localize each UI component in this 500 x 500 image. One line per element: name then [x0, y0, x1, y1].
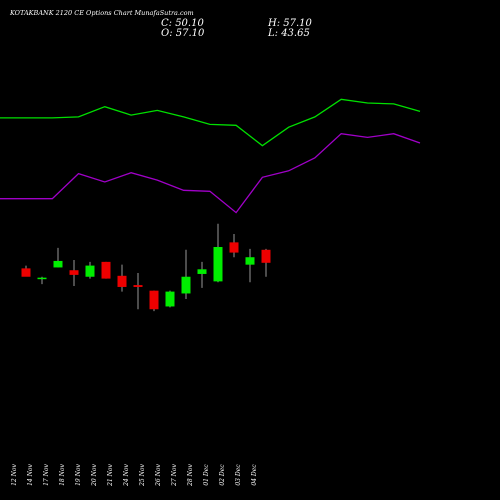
- moving-average-layer: [0, 98, 421, 214]
- candle-body: [165, 291, 175, 307]
- x-axis-ticks: 12 Nov 14 Nov 17 Nov 18 Nov 19 Nov 20 Nov 21 N…: [11, 463, 258, 486]
- candle-body: [197, 269, 207, 274]
- x-tick-label: 14 Nov: [27, 463, 34, 485]
- candle-body: [229, 242, 239, 253]
- ma-line-2: [0, 133, 421, 214]
- candle-body: [69, 270, 79, 275]
- candle: [213, 223, 223, 283]
- candle: [261, 248, 271, 277]
- x-tick-label: 25 Nov: [139, 463, 146, 486]
- candle: [197, 261, 207, 288]
- candle-body: [181, 276, 191, 294]
- x-tick-label: 28 Nov: [187, 463, 194, 486]
- candle-body: [101, 261, 111, 279]
- chart-title: KOTAKBANK 2120 CE Options Chart MunafaSu…: [10, 9, 194, 17]
- candle: [21, 265, 31, 277]
- x-tick-label: 24 Nov: [123, 463, 130, 486]
- candle-layer: [21, 223, 271, 312]
- x-tick-label: 27 Nov: [171, 463, 178, 486]
- x-tick-label: 12 Nov: [11, 463, 18, 485]
- candle: [69, 260, 79, 287]
- x-tick-label: 19 Nov: [75, 463, 82, 485]
- candle: [101, 261, 111, 279]
- candle-body: [245, 257, 255, 265]
- x-tick-label: 20 Nov: [91, 463, 98, 486]
- candle-body: [261, 249, 271, 263]
- candle-body: [149, 290, 159, 310]
- x-tick-label: 21 Nov: [107, 463, 114, 486]
- x-tick-label: 18 Nov: [59, 463, 66, 485]
- ma-line-1: [0, 98, 421, 147]
- candle: [53, 247, 63, 268]
- candle: [133, 273, 143, 310]
- x-tick-label: 04 Dec: [251, 464, 258, 486]
- x-tick-label: 01 Dec: [203, 464, 210, 486]
- x-tick-label: 17 Nov: [43, 463, 50, 485]
- candle: [229, 234, 239, 258]
- candle-body: [117, 275, 127, 287]
- candle: [165, 290, 175, 308]
- candle: [149, 290, 159, 312]
- candle-body: [53, 260, 63, 268]
- x-tick-label: 02 Dec: [219, 464, 226, 486]
- x-tick-label: 03 Dec: [235, 464, 242, 486]
- low-value: L: 43.65: [268, 28, 310, 39]
- candle-body: [21, 268, 31, 277]
- candle: [85, 261, 95, 279]
- candle: [37, 276, 47, 285]
- candle: [181, 249, 191, 300]
- candle-body: [213, 247, 223, 282]
- candle: [245, 248, 255, 283]
- open-value: O: 57.10: [161, 28, 205, 39]
- x-tick-label: 26 Nov: [155, 463, 162, 486]
- high-value: H: 57.10: [268, 18, 312, 29]
- candle: [117, 264, 127, 292]
- candle-body: [37, 277, 47, 280]
- close-value: C: 50.10: [161, 18, 204, 29]
- candle-body: [133, 285, 143, 287]
- candle-body: [85, 265, 95, 277]
